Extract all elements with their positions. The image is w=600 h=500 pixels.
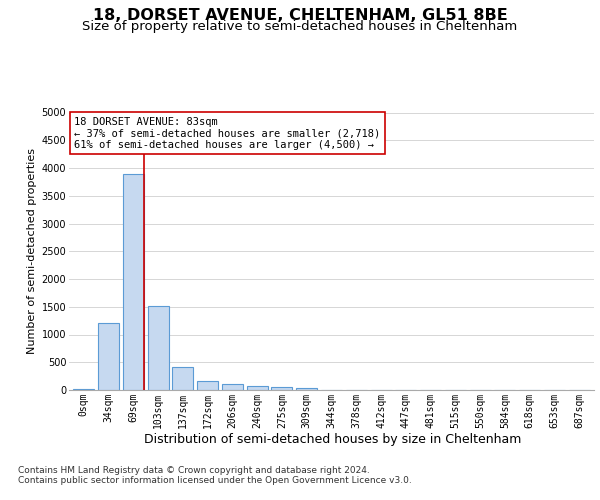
Text: Distribution of semi-detached houses by size in Cheltenham: Distribution of semi-detached houses by … (145, 432, 521, 446)
Bar (172, 366, 193, 390)
Bar (296, 388, 317, 390)
Bar (222, 384, 243, 390)
Bar (73, 389, 94, 390)
Bar (98, 324, 119, 390)
Text: Contains HM Land Registry data © Crown copyright and database right 2024.: Contains HM Land Registry data © Crown c… (18, 466, 370, 475)
Bar (247, 386, 268, 390)
Y-axis label: Number of semi-detached properties: Number of semi-detached properties (28, 148, 37, 354)
Bar (148, 306, 169, 390)
Text: Contains public sector information licensed under the Open Government Licence v3: Contains public sector information licen… (18, 476, 412, 485)
Bar (123, 174, 144, 390)
Text: 18, DORSET AVENUE, CHELTENHAM, GL51 8BE: 18, DORSET AVENUE, CHELTENHAM, GL51 8BE (92, 8, 508, 22)
Bar (271, 387, 292, 390)
Text: Size of property relative to semi-detached houses in Cheltenham: Size of property relative to semi-detach… (82, 20, 518, 33)
Text: 18 DORSET AVENUE: 83sqm
← 37% of semi-detached houses are smaller (2,718)
61% of: 18 DORSET AVENUE: 83sqm ← 37% of semi-de… (74, 116, 380, 150)
Bar (197, 381, 218, 390)
